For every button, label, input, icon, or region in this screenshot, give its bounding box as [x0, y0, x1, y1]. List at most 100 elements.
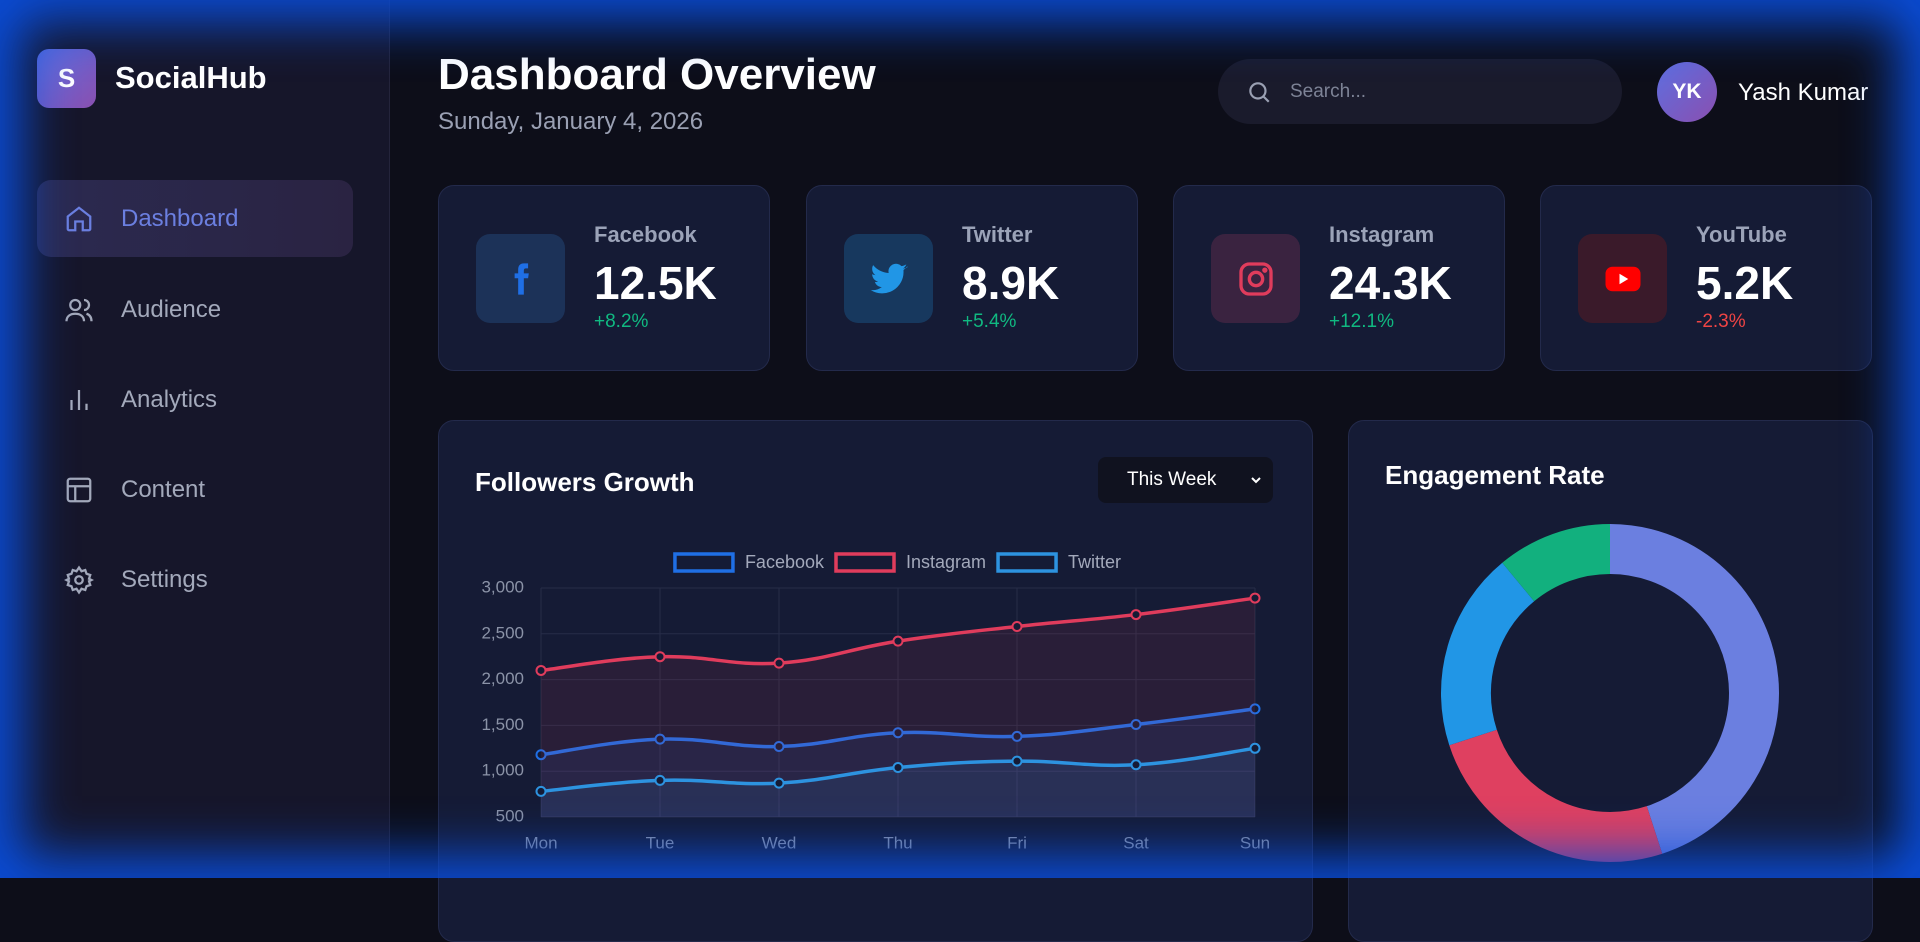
nav-label: Dashboard — [121, 204, 239, 232]
y-tick-label: 3,000 — [481, 577, 524, 596]
stat-value: 8.9K — [962, 257, 1060, 309]
nav-item[interactable]: Content — [37, 451, 353, 528]
x-tick-label: Sun — [1240, 833, 1270, 852]
point — [1011, 730, 1023, 742]
point — [1249, 592, 1261, 604]
stat-change: +12.1% — [1329, 311, 1394, 332]
period-dropdown[interactable]: This Week — [1098, 457, 1273, 503]
icon — [1211, 234, 1300, 323]
point — [654, 733, 666, 745]
point — [773, 740, 785, 752]
stat-value: 5.2K — [1696, 257, 1794, 309]
stat-value: 24.3K — [1329, 257, 1452, 309]
avatar[interactable]: YK — [1657, 62, 1717, 122]
nav-item[interactable]: Analytics — [37, 361, 353, 438]
x-tick-label: Thu — [883, 833, 912, 852]
stat-card: Instagram 24.3K +12.1% — [1173, 185, 1505, 371]
point — [1249, 703, 1261, 715]
search-box[interactable]: Search... — [1218, 59, 1622, 124]
panel-title: Engagement Rate — [1385, 460, 1605, 490]
page-title: Dashboard Overview — [438, 50, 876, 99]
platform: Instagram — [1329, 222, 1435, 247]
point — [535, 749, 547, 761]
area — [541, 748, 1255, 817]
point — [1130, 609, 1142, 621]
x-tick-label: Tue — [646, 833, 675, 852]
x-tick-label: Mon — [524, 833, 557, 852]
donut-segment — [1609, 524, 1779, 854]
point — [1011, 620, 1023, 632]
stat-change: +5.4% — [962, 311, 1017, 332]
point — [773, 657, 785, 669]
stat-card: Facebook 12.5K +8.2% — [438, 185, 770, 371]
icon — [66, 477, 92, 502]
point — [654, 651, 666, 663]
legend-swatch — [996, 552, 1058, 573]
search-icon — [1249, 81, 1270, 103]
charts: 500 1,000 1,500 2,000 2,500 3,000 Mon Tue Wed Thu… — [481, 524, 1779, 862]
nav-label: Settings — [121, 565, 208, 593]
legend-label: Facebook — [745, 552, 825, 572]
platform: YouTube — [1696, 222, 1787, 247]
point — [1011, 755, 1023, 767]
point — [892, 762, 904, 774]
platform: Twitter — [962, 222, 1033, 247]
user-name: Yash Kumar — [1738, 79, 1869, 106]
icon — [66, 205, 92, 231]
period-label: This Week — [1127, 469, 1217, 490]
logo: S — [37, 49, 96, 108]
stat-card: Twitter 8.9K +5.4% — [806, 185, 1138, 371]
point — [1130, 718, 1142, 730]
facebook-icon — [514, 262, 529, 295]
x-tick-label: Wed — [762, 833, 797, 852]
instagram-icon — [1238, 261, 1273, 296]
y-tick-label: 1,000 — [481, 761, 524, 780]
point — [892, 635, 904, 647]
twitter-icon — [870, 263, 907, 293]
x-tick-label: Sat — [1123, 833, 1149, 852]
icon — [844, 234, 933, 323]
donut-segment — [1502, 524, 1611, 602]
donut-segment — [1441, 562, 1535, 746]
legend: Facebook Instagram Twitter — [673, 552, 1121, 573]
date: Sunday, January 4, 2026 — [438, 108, 704, 135]
stat-change: -2.3% — [1696, 311, 1746, 332]
nav-label: Content — [121, 475, 206, 503]
donut-segment — [1449, 729, 1663, 862]
stat-change: +8.2% — [594, 311, 649, 332]
nav-item[interactable]: Settings — [37, 541, 353, 618]
point — [535, 664, 547, 676]
panel-title: Followers Growth — [475, 467, 695, 497]
sidebar: S SocialHub Dashboard Audience Analytics… — [0, 0, 390, 878]
nav-item[interactable]: Audience — [37, 271, 353, 348]
point — [773, 777, 785, 789]
icon — [64, 564, 94, 595]
y-tick-label: 500 — [496, 806, 524, 825]
platform: Facebook — [594, 222, 697, 247]
icon — [1578, 234, 1667, 323]
page: SocialHub {"brand": {"logo": "S", "name"… — [0, 0, 1873, 942]
legend-label: Instagram — [906, 552, 986, 572]
chevron — [1251, 477, 1261, 484]
point — [892, 727, 904, 739]
point — [1249, 742, 1261, 754]
nav-label: Analytics — [121, 385, 218, 413]
search-placeholder: Search... — [1290, 80, 1367, 102]
point — [1130, 759, 1142, 771]
body: S SocialHub Dashboard Audience Analytics… — [0, 0, 1873, 942]
youtube-icon — [1605, 266, 1640, 291]
legend-swatch — [673, 552, 735, 573]
y-tick-label: 2,000 — [481, 669, 524, 688]
stat-value: 12.5K — [594, 257, 717, 309]
point — [535, 785, 547, 797]
legend-swatch — [834, 552, 896, 573]
icon — [65, 298, 93, 321]
icon — [70, 389, 88, 410]
point — [654, 774, 666, 786]
legend-label: Twitter — [1068, 552, 1121, 572]
stat-card: YouTube 5.2K -2.3% — [1540, 185, 1872, 371]
nav-item[interactable]: Dashboard — [37, 180, 353, 257]
nav-label: Audience — [121, 295, 222, 323]
y-tick-label: 2,500 — [481, 623, 524, 642]
y-tick-label: 1,500 — [481, 715, 524, 734]
